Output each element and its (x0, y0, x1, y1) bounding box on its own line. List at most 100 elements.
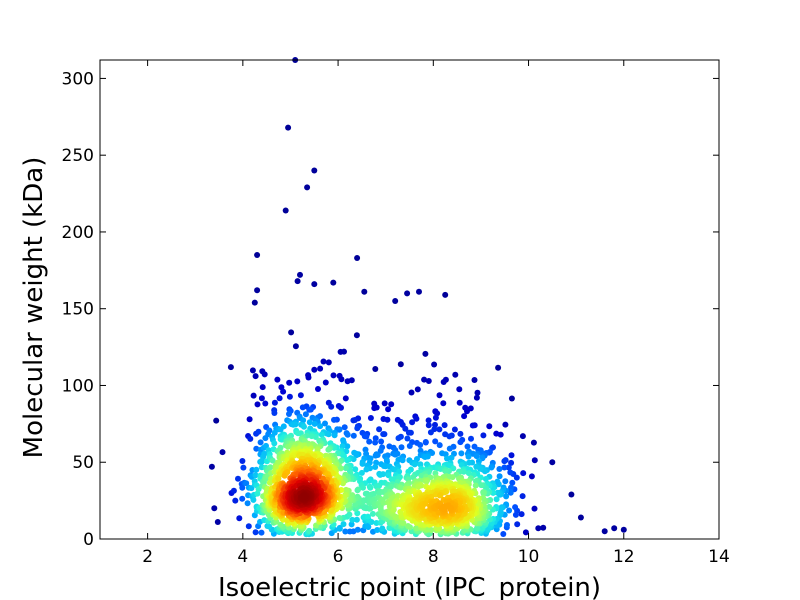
data-point (388, 483, 394, 490)
y-tick-label: 100 (62, 376, 94, 396)
data-point (259, 384, 266, 391)
data-point (507, 469, 514, 476)
data-point (273, 518, 280, 525)
data-point (425, 417, 432, 424)
data-point (369, 510, 376, 517)
data-point (336, 515, 343, 521)
data-point (349, 516, 356, 523)
data-point (482, 476, 489, 482)
data-point (422, 350, 429, 357)
x-tick-label: 4 (237, 547, 248, 567)
data-point (285, 124, 292, 131)
data-point (399, 519, 406, 526)
data-point (519, 433, 526, 440)
data-point (249, 367, 256, 374)
data-point (417, 447, 424, 454)
x-tick-label: 8 (428, 547, 439, 567)
data-point (308, 433, 315, 440)
data-point (311, 281, 318, 288)
data-point (611, 525, 618, 532)
data-point (300, 493, 307, 500)
data-point (478, 482, 485, 489)
data-point (408, 389, 415, 396)
data-point (359, 460, 366, 467)
data-point (425, 422, 432, 429)
x-tick-label: 14 (708, 547, 730, 567)
data-point (364, 513, 371, 520)
data-point (282, 207, 289, 214)
data-point (275, 475, 282, 482)
data-point (254, 490, 261, 497)
data-point (252, 373, 259, 380)
data-point (292, 343, 299, 350)
data-point (449, 474, 456, 481)
data-point (311, 167, 318, 174)
data-point (466, 459, 473, 466)
data-point (299, 404, 306, 411)
data-point (395, 435, 402, 442)
data-point (457, 430, 464, 437)
x-axis-label: Isoelectric point (IPC_protein) (218, 573, 601, 600)
data-point (258, 458, 265, 465)
data-point (253, 466, 260, 473)
data-point (488, 464, 495, 471)
y-tick-label: 300 (62, 69, 94, 89)
data-point (305, 374, 312, 381)
data-point (411, 461, 418, 468)
data-point (297, 271, 303, 278)
data-point (311, 420, 318, 427)
data-point (436, 426, 443, 433)
data-point (464, 443, 471, 450)
data-point (423, 478, 430, 485)
data-point (422, 454, 429, 460)
data-point (506, 507, 513, 514)
data-point (473, 463, 480, 470)
data-point (549, 459, 556, 466)
data-point (301, 423, 307, 430)
data-point (421, 376, 428, 383)
data-point (325, 446, 332, 453)
data-point (380, 499, 387, 506)
data-point (214, 519, 221, 525)
data-point (294, 278, 301, 285)
data-point (304, 184, 311, 191)
data-point (350, 432, 357, 439)
data-point (315, 386, 321, 392)
data-point (507, 488, 514, 495)
data-point (372, 464, 379, 470)
data-point (465, 453, 472, 460)
data-point (480, 432, 487, 439)
data-point (436, 492, 443, 499)
data-point (508, 484, 514, 491)
data-point (338, 404, 344, 411)
data-point (486, 423, 493, 430)
y-tick-label: 250 (62, 146, 94, 166)
data-point (261, 371, 268, 378)
x-tick-label: 2 (142, 547, 153, 567)
data-point (497, 505, 504, 512)
data-point (474, 389, 481, 396)
data-point (257, 439, 264, 446)
data-point (274, 376, 281, 383)
data-point (239, 495, 246, 502)
data-point (528, 473, 535, 480)
data-point (441, 422, 448, 429)
data-point (342, 395, 349, 402)
y-axis-label: Molecular weight (kDa) (19, 157, 49, 459)
data-point (493, 496, 500, 503)
data-point (508, 459, 515, 466)
data-point (620, 526, 627, 533)
data-point (317, 365, 324, 372)
data-point (436, 392, 443, 399)
data-point (338, 376, 345, 383)
data-point (384, 458, 390, 465)
data-point (471, 377, 478, 383)
data-point (464, 408, 470, 415)
data-point (360, 484, 366, 491)
data-point (512, 504, 519, 511)
data-point (392, 298, 399, 304)
data-point (311, 366, 318, 373)
data-point (348, 521, 355, 528)
data-point (258, 395, 265, 402)
